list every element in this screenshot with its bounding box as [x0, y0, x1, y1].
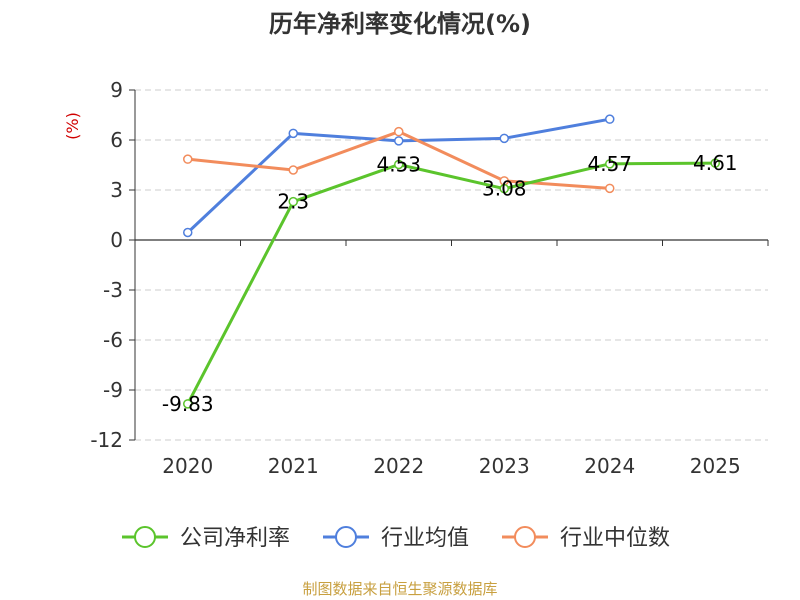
series-line	[186, 161, 716, 405]
y-tick-label: 0	[110, 228, 123, 252]
y-tick-label: -12	[90, 428, 123, 452]
y-axis-label: (%)	[63, 112, 82, 140]
data-point	[288, 128, 298, 139]
x-tick-labels: 2020 2021 2022 2023 2024 2025	[162, 454, 740, 478]
data-point	[183, 227, 193, 238]
y-tick-label: -9	[103, 378, 123, 402]
data-point	[605, 114, 615, 124]
data-point	[288, 196, 298, 207]
x-tick-label: 2023	[479, 454, 530, 478]
legend-label: 行业均值	[381, 526, 469, 551]
series-lines	[183, 114, 720, 409]
data-point	[394, 126, 404, 137]
data-label: 3.08	[482, 177, 527, 201]
data-label: 2.3	[277, 190, 309, 214]
x-tick-label: 2024	[584, 454, 635, 478]
data-point	[183, 154, 193, 164]
legend-marker	[514, 526, 536, 548]
y-tick-label: 9	[110, 78, 123, 102]
x-tick-label: 2025	[690, 454, 741, 478]
legend-label: 公司净利率	[180, 526, 290, 551]
data-label: 4.53	[376, 153, 421, 177]
y-tick-label: -3	[103, 278, 123, 302]
source-note: 制图数据来自恒生聚源数据库	[302, 580, 497, 598]
data-point	[183, 399, 193, 409]
axes	[134, 90, 769, 440]
data-label: 4.61	[693, 151, 738, 175]
x-tick-label: 2022	[373, 454, 424, 478]
data-point	[394, 136, 404, 146]
data-point	[605, 183, 615, 194]
legend-label: 行业中位数	[560, 526, 670, 551]
data-labels: -9.83 2.3 4.53 3.08 4.57 4.61	[162, 151, 738, 416]
data-point	[499, 133, 509, 144]
y-tick-label: -6	[103, 328, 123, 352]
legend-marker	[134, 526, 156, 548]
data-point	[394, 159, 404, 170]
y-tick-label: 6	[110, 128, 123, 152]
chart-title: 历年净利率变化情况(%)	[269, 10, 531, 38]
legend-marker	[335, 526, 357, 548]
legend: 公司净利率 行业均值 行业中位数	[122, 526, 670, 551]
data-point	[710, 158, 720, 168]
x-tick-label: 2020	[162, 454, 213, 478]
y-tick-label: 3	[110, 178, 123, 202]
gridlines	[129, 89, 768, 441]
x-tick-label: 2021	[268, 454, 319, 478]
data-point	[288, 165, 298, 175]
data-label: -9.83	[162, 392, 214, 416]
data-point	[605, 159, 615, 169]
data-label: 4.57	[587, 152, 632, 176]
data-point	[499, 183, 509, 194]
y-tick-labels: 9 6 3 0 -3 -6 -9 -12	[90, 78, 123, 452]
